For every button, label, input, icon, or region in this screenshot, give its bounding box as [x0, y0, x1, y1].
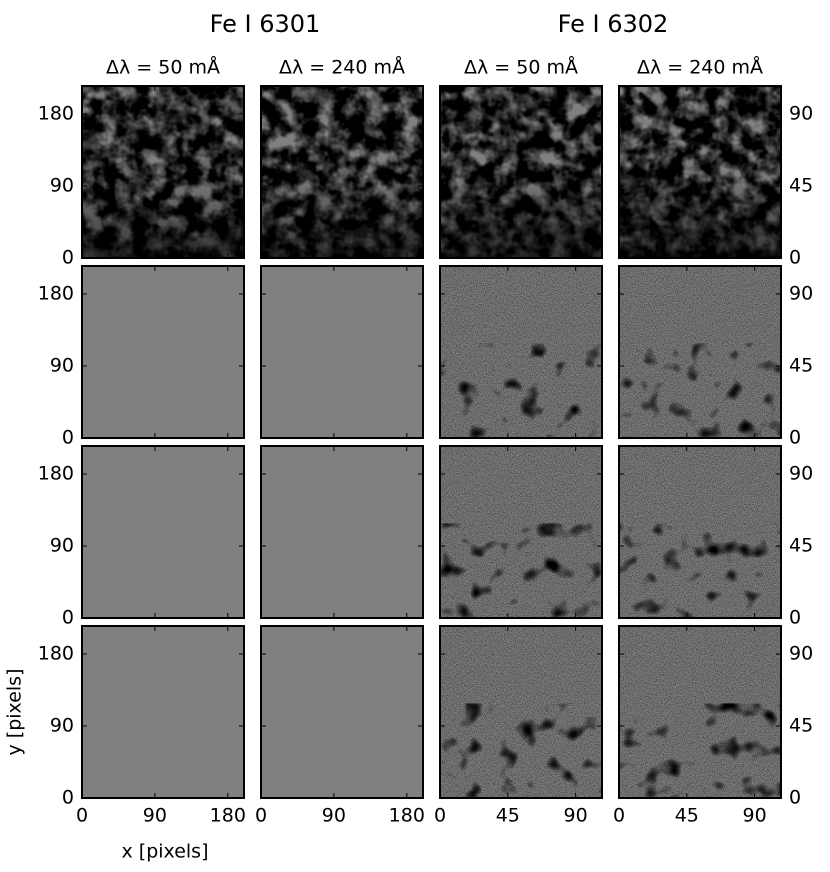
y-tick-label: 180	[38, 643, 74, 665]
panel-frame	[439, 85, 603, 259]
image-shade	[440, 86, 602, 258]
x-tick-label: 180	[210, 805, 246, 827]
x-tick-label: 90	[564, 805, 588, 827]
panel-frame	[260, 445, 424, 619]
x-tick-label: 0	[255, 805, 267, 827]
y-tick-label: 45	[789, 355, 813, 377]
panel	[261, 446, 423, 618]
y-tick-label: 0	[789, 247, 801, 269]
image-shade	[619, 86, 781, 258]
column-title: Δλ = 240 mÅ	[279, 56, 405, 79]
y-tick-label: 0	[789, 427, 801, 449]
y-tick-label: 90	[50, 535, 74, 557]
image-shade	[82, 86, 244, 258]
image-texture	[619, 523, 781, 618]
y-tick-label: 45	[789, 175, 813, 197]
y-tick-label: 0	[789, 607, 801, 629]
y-tick-label: 0	[62, 247, 74, 269]
y-tick-label: 0	[789, 787, 801, 809]
y-tick-label: 180	[38, 103, 74, 125]
image-shade	[261, 86, 423, 258]
image-texture	[619, 343, 781, 438]
y-tick-label: 0	[62, 427, 74, 449]
group-title: Fe I 6301	[210, 10, 321, 38]
panel	[82, 626, 244, 798]
y-tick-label: 180	[38, 283, 74, 305]
panel-frame	[439, 445, 603, 619]
image-texture	[440, 523, 602, 618]
y-tick-label: 90	[789, 643, 813, 665]
image-texture	[440, 343, 602, 438]
x-tick-label: 0	[613, 805, 625, 827]
panel-frame	[81, 445, 245, 619]
panel-frame	[439, 265, 603, 439]
panel	[82, 446, 244, 618]
y-tick-label: 90	[50, 715, 74, 737]
panel-frame	[260, 265, 424, 439]
panel	[261, 266, 423, 438]
x-tick-label: 0	[434, 805, 446, 827]
column-title: Δλ = 240 mÅ	[637, 56, 763, 79]
y-tick-label: 90	[50, 175, 74, 197]
y-tick-label: 90	[50, 355, 74, 377]
panel	[82, 266, 244, 438]
panel-frame	[81, 625, 245, 799]
panel-frame	[618, 85, 782, 259]
x-tick-label: 180	[389, 805, 425, 827]
y-tick-label: 90	[789, 463, 813, 485]
image-texture	[440, 703, 602, 798]
y-tick-label: 45	[789, 535, 813, 557]
panel-frame	[439, 625, 603, 799]
y-tick-label: 0	[62, 787, 74, 809]
column-title: Δλ = 50 mÅ	[106, 56, 220, 79]
x-tick-label: 90	[743, 805, 767, 827]
x-tick-label: 45	[496, 805, 520, 827]
panel-frame	[618, 265, 782, 439]
panel-frame	[81, 265, 245, 439]
panel-frame	[260, 625, 424, 799]
x-tick-label: 45	[675, 805, 699, 827]
y-tick-label: 45	[789, 715, 813, 737]
panel-frame	[260, 85, 424, 259]
y-tick-label: 90	[789, 283, 813, 305]
panel-frame	[618, 625, 782, 799]
column-title: Δλ = 50 mÅ	[464, 56, 578, 79]
x-axis-label: x [pixels]	[122, 841, 209, 863]
panel-frame	[81, 85, 245, 259]
x-tick-label: 0	[76, 805, 88, 827]
y-tick-label: 90	[789, 103, 813, 125]
group-title: Fe I 6302	[558, 10, 669, 38]
image-texture	[619, 703, 781, 798]
x-tick-label: 90	[322, 805, 346, 827]
panel-frame	[618, 445, 782, 619]
y-tick-label: 0	[62, 607, 74, 629]
y-axis-label: y [pixels]	[4, 669, 26, 756]
x-tick-label: 90	[143, 805, 167, 827]
panel	[261, 626, 423, 798]
y-tick-label: 180	[38, 463, 74, 485]
